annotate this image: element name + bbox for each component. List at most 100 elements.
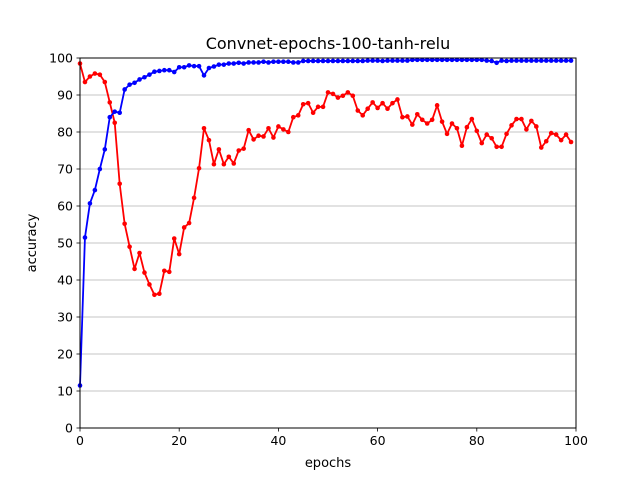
- y-tick-label: 50: [57, 236, 73, 251]
- data-point: [548, 130, 554, 136]
- data-point: [429, 57, 435, 63]
- data-point: [320, 104, 326, 110]
- x-tick-label: 20: [171, 433, 187, 448]
- y-tick-label: 40: [57, 273, 73, 288]
- data-point: [152, 69, 157, 74]
- data-point: [122, 87, 127, 92]
- data-point: [286, 129, 291, 135]
- data-point: [87, 74, 93, 79]
- data-point: [464, 57, 470, 63]
- data-point: [534, 124, 539, 129]
- data-point: [370, 58, 375, 63]
- series-0: [77, 61, 574, 298]
- data-point: [414, 111, 420, 117]
- data-point: [519, 116, 524, 122]
- y-tick-label: 10: [57, 384, 73, 399]
- data-point: [395, 97, 400, 102]
- y-tick-label: 60: [57, 199, 73, 214]
- data-point: [271, 135, 276, 140]
- data-point: [142, 270, 147, 275]
- data-point: [494, 60, 499, 66]
- data-point: [201, 126, 207, 131]
- y-axis-label: accuracy: [25, 213, 40, 272]
- data-point: [286, 59, 291, 64]
- data-point: [256, 133, 261, 138]
- data-point: [97, 72, 103, 77]
- data-point: [226, 61, 232, 66]
- data-point: [543, 138, 549, 144]
- data-point: [514, 58, 519, 63]
- data-point: [112, 109, 118, 114]
- data-point: [221, 62, 227, 67]
- data-point: [97, 166, 103, 172]
- data-point: [191, 63, 197, 69]
- data-point: [509, 123, 514, 128]
- data-point: [211, 161, 217, 167]
- data-point: [211, 64, 217, 69]
- data-point: [538, 58, 544, 63]
- y-tick-label: 20: [57, 347, 73, 362]
- data-point: [434, 103, 440, 108]
- data-point: [122, 221, 127, 227]
- data-point: [449, 121, 455, 126]
- data-point: [102, 79, 108, 85]
- data-point: [107, 100, 113, 105]
- data-point: [479, 57, 485, 63]
- data-point: [132, 80, 137, 86]
- tick-layer: 0 10 20 30 40 50 60 70 80 90 100 0 20 40 60 80 100: [49, 51, 588, 449]
- data-point: [112, 120, 118, 126]
- data-point: [330, 91, 336, 97]
- data-point: [454, 126, 460, 131]
- y-tick-label: 30: [57, 310, 73, 325]
- data-point: [375, 105, 380, 111]
- data-point: [142, 74, 147, 80]
- data-point: [558, 137, 564, 143]
- data-point: [424, 121, 430, 126]
- data-point: [157, 68, 162, 74]
- data-point: [390, 100, 395, 106]
- data-point: [385, 106, 390, 111]
- data-point: [305, 58, 311, 64]
- y-tick-label: 0: [65, 421, 73, 436]
- data-point: [137, 250, 142, 256]
- data-point: [295, 60, 301, 65]
- data-point: [568, 58, 574, 63]
- data-point: [137, 77, 142, 82]
- data-point: [464, 124, 470, 130]
- data-point: [365, 58, 370, 63]
- data-point: [271, 59, 276, 64]
- data-point: [548, 58, 554, 63]
- data-point: [355, 108, 361, 113]
- data-point: [355, 58, 361, 64]
- data-point: [266, 60, 271, 65]
- x-tick-label: 80: [469, 433, 485, 448]
- data-point: [519, 58, 524, 63]
- data-point: [246, 60, 251, 65]
- data-point: [251, 60, 256, 65]
- data-point: [191, 195, 197, 201]
- data-point: [132, 266, 137, 272]
- data-point: [340, 58, 346, 64]
- data-point: [261, 134, 266, 139]
- data-point: [350, 58, 356, 64]
- data-point: [449, 57, 455, 63]
- data-point: [92, 71, 98, 76]
- data-point: [360, 58, 366, 64]
- data-point: [380, 58, 385, 64]
- data-point: [484, 58, 490, 63]
- data-point: [529, 58, 534, 63]
- x-axis-label: epochs: [305, 456, 352, 471]
- data-point: [469, 57, 475, 63]
- data-point: [196, 63, 202, 69]
- data-point: [538, 145, 544, 150]
- data-point: [375, 58, 380, 63]
- data-point: [400, 58, 405, 63]
- data-point: [92, 187, 98, 193]
- data-point: [563, 132, 569, 137]
- data-point: [261, 59, 266, 64]
- data-point: [370, 100, 375, 105]
- data-point: [186, 63, 192, 68]
- data-point: [176, 64, 182, 70]
- data-point: [290, 114, 296, 120]
- data-point: [499, 144, 504, 150]
